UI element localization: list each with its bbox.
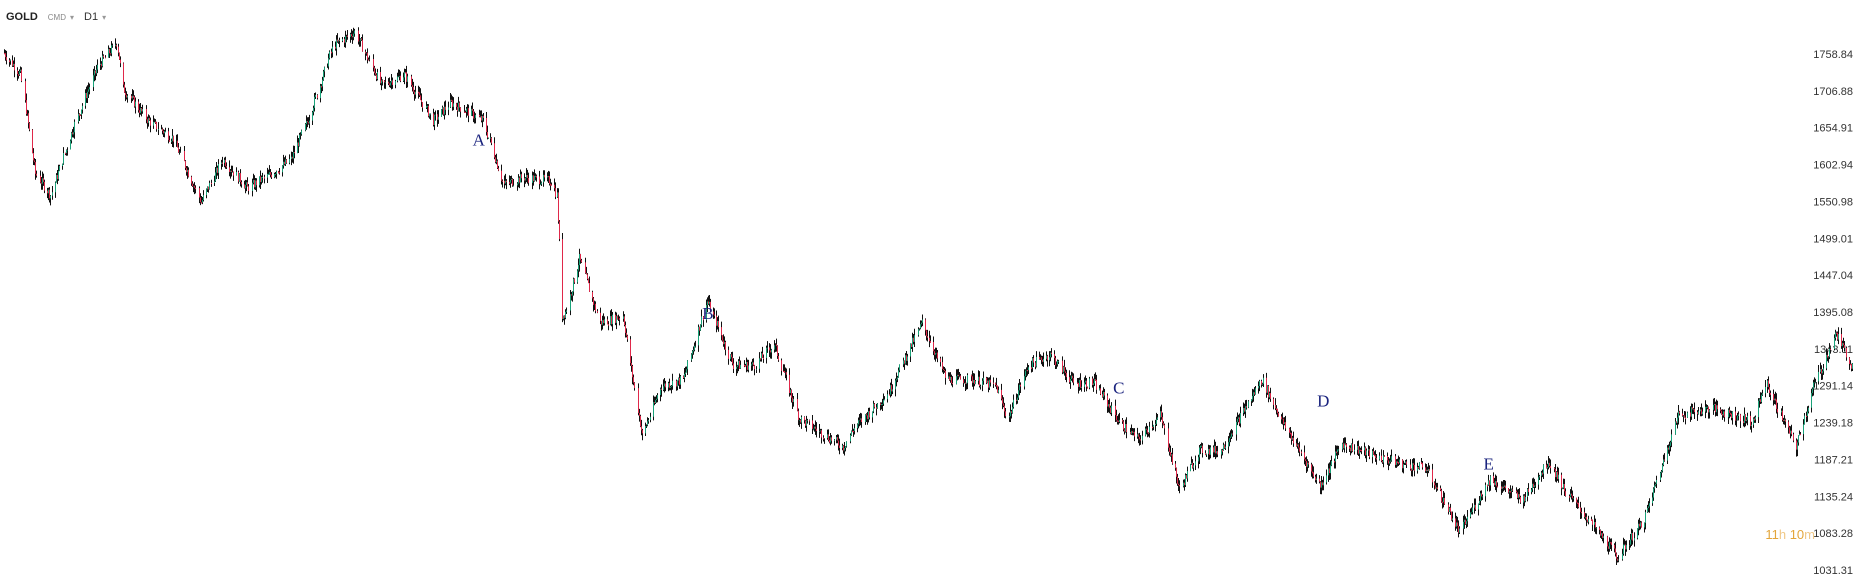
y-tick-label: 1499.01 [1813,233,1853,245]
y-tick-label: 1031.31 [1813,565,1853,576]
timeframe-dropdown-caret-icon[interactable]: ▾ [102,12,107,22]
market-dropdown-caret-icon[interactable]: ▾ [70,12,75,22]
annotation-e: E [1483,455,1493,474]
y-tick-label: 1187.21 [1814,454,1853,466]
market-label: CMD [47,12,66,22]
candles [4,27,1853,566]
annotation-b: B [702,304,713,323]
annotation-a: A [473,130,486,149]
countdown-minutes: 10 [1789,527,1805,542]
timeframe-label[interactable]: D1 [84,11,99,23]
annotation-c: C [1113,379,1124,398]
y-tick-label: 1083.28 [1813,528,1853,540]
y-tick-label: 1654.91 [1813,123,1853,135]
y-tick-label: 1343.11 [1814,344,1853,356]
y-tick-label: 1239.18 [1813,418,1853,430]
y-tick-label: 1447.04 [1813,270,1853,282]
countdown-hours-unit: h [1778,527,1787,542]
chart-toolbar: GOLD CMD ▾ D1 ▾ [6,9,106,25]
y-tick-label: 1135.24 [1814,491,1853,503]
candle-countdown: 11h 10m [1765,527,1815,542]
y-tick-label: 1395.08 [1813,307,1853,319]
y-tick-label: 1550.98 [1813,196,1853,208]
y-tick-label: 1291.14 [1813,381,1853,393]
y-tick-label: 1706.88 [1813,86,1853,98]
symbol-label[interactable]: GOLD [6,11,38,23]
annotation-d: D [1317,391,1329,410]
countdown-minutes-unit: m [1804,527,1815,542]
y-tick-label: 1758.84 [1813,49,1853,61]
countdown-hours: 11 [1765,527,1779,542]
y-tick-label: 1602.94 [1813,160,1853,172]
